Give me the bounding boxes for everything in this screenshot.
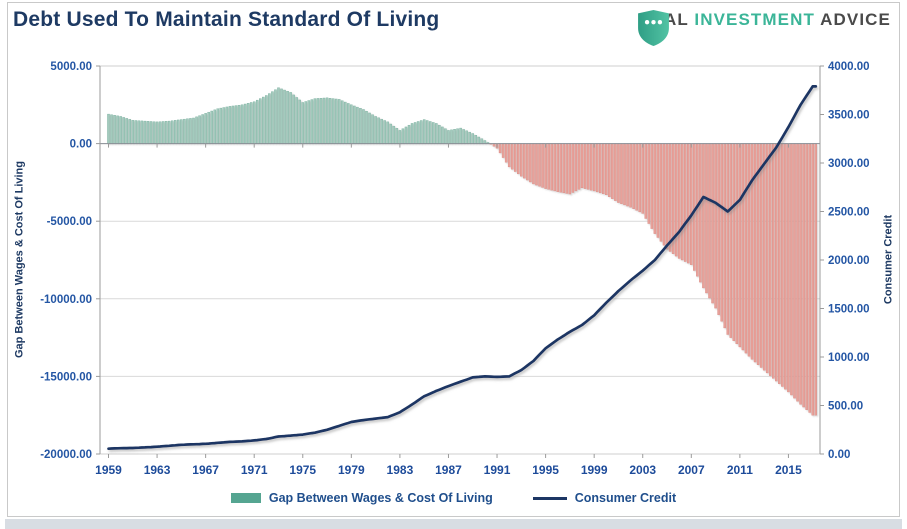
left-axis-title: Gap Between Wages & Cost Of Living bbox=[13, 161, 26, 359]
x-axis-tick-label: 1987 bbox=[435, 463, 462, 477]
real-investment-advice-logo: REAL INVESTMENT ADVICE bbox=[638, 10, 891, 46]
x-axis-tick-label: 2003 bbox=[629, 463, 656, 477]
left-axis-tick-label: -10000.00 bbox=[40, 294, 92, 306]
legend-credit-swatch bbox=[532, 496, 567, 500]
right-axis-tick-label: 3000.00 bbox=[828, 158, 870, 170]
right-axis-tick-label: 0.00 bbox=[828, 449, 850, 461]
x-axis-tick-label: 2007 bbox=[678, 463, 705, 477]
x-axis-tick-label: 1999 bbox=[581, 463, 608, 477]
axes bbox=[96, 65, 824, 458]
right-axis-tick-label: 2500.00 bbox=[828, 207, 870, 219]
x-axis-tick-label: 1967 bbox=[192, 463, 219, 477]
x-axis-tick-label: 2011 bbox=[727, 463, 753, 477]
axis-tick-labels: 5000.00 0.00 -5000.00 -10000.00 -15000.00 -20… bbox=[40, 61, 869, 477]
x-axis-tick-label: 2015 bbox=[775, 463, 802, 477]
legend-credit-label: Consumer Credit bbox=[574, 491, 677, 505]
legend-item-credit: Consumer Credit bbox=[532, 491, 677, 505]
right-axis-tick-label: 3500.00 bbox=[828, 110, 870, 122]
left-axis-tick-label: -15000.00 bbox=[40, 371, 92, 383]
logo-word-advice: ADVICE bbox=[820, 10, 891, 29]
legend-gap-label: Gap Between Wages & Cost Of Living bbox=[268, 491, 493, 505]
chart-legend: Gap Between Wages & Cost Of Living Consu… bbox=[0, 491, 907, 505]
right-axis-tick-label: 4000.00 bbox=[828, 61, 870, 73]
x-axis-tick-label: 1983 bbox=[387, 463, 414, 477]
left-axis-tick-label: -20000.00 bbox=[40, 449, 92, 461]
x-axis-tick-label: 1991 bbox=[484, 463, 511, 477]
chart-title: Debt Used To Maintain Standard Of Living bbox=[13, 8, 440, 31]
legend-item-gap: Gap Between Wages & Cost Of Living bbox=[230, 491, 493, 505]
legend-gap-swatch bbox=[230, 493, 261, 503]
x-axis-tick-label: 1971 bbox=[241, 463, 268, 477]
x-axis-tick-label: 1959 bbox=[95, 463, 122, 477]
shield-icon bbox=[638, 10, 670, 46]
right-axis-tick-label: 1000.00 bbox=[828, 352, 870, 364]
x-axis-tick-label: 1979 bbox=[338, 463, 365, 477]
x-axis-tick-label: 1975 bbox=[289, 463, 316, 477]
x-axis-tick-label: 1963 bbox=[144, 463, 171, 477]
left-axis-tick-label: 0.00 bbox=[70, 139, 92, 151]
logo-word-investment: INVESTMENT bbox=[694, 10, 815, 29]
right-axis-tick-label: 1500.00 bbox=[828, 304, 870, 316]
right-axis-title: Consumer Credit bbox=[882, 214, 895, 305]
page-background-strip bbox=[5, 519, 902, 529]
right-axis-tick-label: 2000.00 bbox=[828, 255, 870, 267]
left-axis-tick-label: -5000.00 bbox=[47, 216, 92, 228]
right-axis-tick-label: 500.00 bbox=[828, 401, 863, 413]
consumer-credit-line bbox=[107, 85, 818, 451]
left-axis-tick-label: 5000.00 bbox=[50, 61, 92, 73]
gap-bars-series bbox=[107, 87, 818, 416]
x-axis-tick-label: 1995 bbox=[532, 463, 559, 477]
